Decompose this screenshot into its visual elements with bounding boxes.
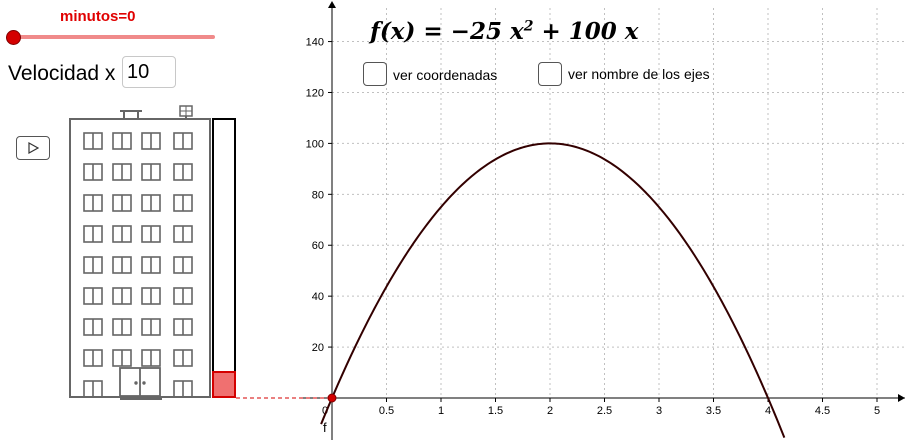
show-axis-names-checkbox[interactable] (538, 62, 562, 86)
window-icon (141, 287, 161, 305)
window-icon (141, 225, 161, 243)
window-icon (141, 163, 161, 181)
formula-coef-a: −25 (450, 18, 502, 45)
window-icon (112, 256, 132, 274)
window-icon (173, 225, 193, 243)
formula-coef-b: + 100 (541, 18, 617, 45)
window-icon (112, 194, 132, 212)
minutes-slider-label: minutos=0 (60, 8, 136, 25)
x-tick-label: 1 (438, 405, 444, 417)
y-tick-label: 80 (312, 189, 324, 201)
x-tick-label: 5 (874, 405, 880, 417)
window-icon (83, 163, 103, 181)
x-tick-label: 0 (322, 405, 328, 417)
x-tick-label: 4 (765, 405, 771, 417)
formula-x2: x (624, 18, 639, 45)
y-tick-label: 60 (312, 240, 324, 252)
building-illustration (69, 105, 236, 400)
window-icon (141, 349, 161, 367)
formula-exponent: 2 (523, 18, 534, 35)
play-button[interactable] (16, 136, 50, 160)
function-point (327, 393, 337, 403)
x-tick-label: 0.5 (379, 405, 394, 417)
window-icon (141, 132, 161, 150)
window-icon (141, 256, 161, 274)
minutes-slider-track[interactable] (12, 35, 215, 39)
elevator-shaft (212, 118, 236, 398)
function-curve (320, 142, 786, 438)
window-icon (83, 380, 103, 398)
building-door (119, 367, 161, 397)
x-tick-label: 2.5 (597, 405, 612, 417)
grid-lines (332, 8, 905, 398)
tick-labels: 0 0.5 1 1.5 2 2.5 3 3.5 4 4.5 5 20 40 60 80 100 120 140 (306, 37, 880, 417)
window-icon (83, 287, 103, 305)
y-tick-label: 40 (312, 291, 324, 303)
x-axis-arrow (898, 394, 905, 402)
y-tick-label: 20 (312, 342, 324, 354)
window-icon (112, 287, 132, 305)
window-icon (112, 132, 132, 150)
window-icon (112, 225, 132, 243)
x-tick-label: 2 (547, 405, 553, 417)
show-coordinates-label[interactable]: ver coordenadas (393, 67, 498, 83)
function-point-label: f (323, 420, 327, 435)
window-icon (173, 349, 193, 367)
window-icon (112, 349, 132, 367)
y-tick-label: 100 (306, 138, 324, 150)
y-tick-label: 120 (306, 87, 324, 99)
function-formula: f(x) = −25 x2 + 100 x (370, 18, 638, 45)
y-tick-label: 140 (306, 37, 324, 49)
window-icon (173, 132, 193, 150)
x-tick-label: 3.5 (706, 405, 721, 417)
building-icon (69, 105, 211, 400)
x-tick-label: 4.5 (815, 405, 830, 417)
formula-x: x (509, 18, 524, 45)
show-axis-names-label[interactable]: ver nombre de los ejes (568, 66, 710, 82)
window-icon (83, 349, 103, 367)
window-icon (173, 194, 193, 212)
window-icon (173, 256, 193, 274)
building-windows (83, 132, 193, 398)
window-icon (141, 318, 161, 336)
window-icon (173, 380, 193, 398)
minutes-slider-knob[interactable] (6, 30, 21, 45)
x-tick-label: 3 (656, 405, 662, 417)
speed-input[interactable] (122, 56, 176, 88)
window-icon (173, 287, 193, 305)
window-icon (83, 256, 103, 274)
window-icon (112, 163, 132, 181)
window-icon (173, 318, 193, 336)
window-icon (141, 194, 161, 212)
play-icon (28, 142, 39, 154)
formula-lhs: f(x) = (370, 18, 451, 45)
x-tick-label: 1.5 (488, 405, 503, 417)
y-axis-arrow (328, 1, 336, 8)
window-icon (83, 132, 103, 150)
axes (300, 1, 905, 440)
elevator-car (212, 371, 236, 398)
window-icon (83, 225, 103, 243)
window-icon (112, 318, 132, 336)
show-coordinates-checkbox[interactable] (363, 62, 387, 86)
window-icon (83, 194, 103, 212)
speed-label: Velocidad x (8, 62, 116, 85)
window-icon (83, 318, 103, 336)
window-icon (173, 163, 193, 181)
